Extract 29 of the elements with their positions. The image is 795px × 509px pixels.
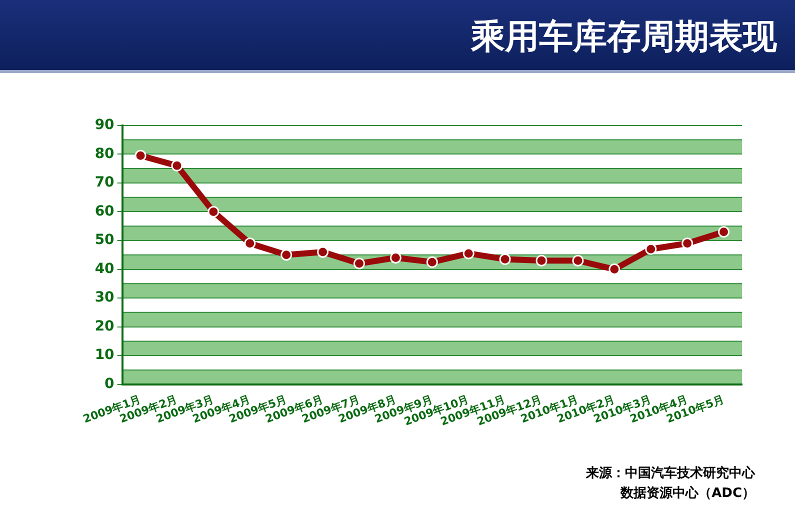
y-tick-label: 60 bbox=[94, 203, 115, 220]
source-note: 来源：中国汽车技术研究中心 bbox=[586, 464, 755, 483]
point bbox=[462, 248, 474, 260]
y-tick-label: 20 bbox=[94, 318, 115, 334]
text: 数据资源中心（ADC） bbox=[619, 484, 755, 503]
y-tick-label: 70 bbox=[94, 174, 115, 191]
point bbox=[390, 252, 402, 264]
y-tick-label: 0 bbox=[104, 376, 115, 392]
point bbox=[353, 258, 365, 270]
point bbox=[134, 150, 146, 162]
point bbox=[317, 246, 329, 258]
point bbox=[208, 206, 220, 218]
point bbox=[426, 256, 438, 268]
y-tick-label: 10 bbox=[94, 347, 115, 364]
point bbox=[244, 238, 256, 250]
y-tick-label: 40 bbox=[94, 260, 115, 277]
y-tick-label: 30 bbox=[94, 290, 115, 306]
y-tick-label: 80 bbox=[94, 146, 115, 162]
point bbox=[536, 254, 548, 266]
point bbox=[280, 249, 292, 261]
point bbox=[645, 243, 657, 255]
point bbox=[499, 253, 511, 265]
y-tick-label: 50 bbox=[94, 232, 115, 248]
point bbox=[718, 226, 730, 238]
point bbox=[682, 238, 694, 250]
chart-title: 乘用车库存周期表现 bbox=[471, 16, 777, 59]
point bbox=[171, 160, 183, 172]
point bbox=[572, 254, 584, 266]
y-tick-label: 90 bbox=[94, 117, 115, 134]
